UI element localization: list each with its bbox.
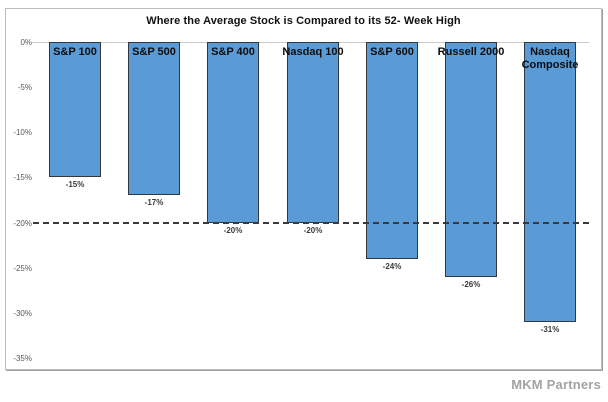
bar-category-label: S&P 100: [53, 46, 97, 58]
bar-category-label: Russell 2000: [437, 46, 505, 58]
y-tick-label: 0%: [20, 38, 32, 47]
bar: Nasdaq Composite -31%: [522, 42, 578, 334]
watermark: MKM Partners: [511, 377, 601, 392]
bar: S&P 600 -24%: [366, 42, 418, 271]
y-tick-label: -20%: [13, 218, 32, 228]
bar: S&P 400 -20%: [207, 42, 259, 235]
chart-frame: Where the Average Stock is Compared to i…: [5, 8, 602, 370]
bar-category-label: S&P 500: [132, 46, 176, 58]
chart-title: Where the Average Stock is Compared to i…: [146, 15, 461, 27]
bar: Nasdaq 100 -20%: [282, 42, 344, 235]
bar: S&P 500 -17%: [128, 42, 180, 207]
y-tick-label: -35%: [13, 354, 32, 363]
bar-value-label: -15%: [65, 180, 85, 189]
y-tick-label: -10%: [13, 128, 32, 138]
y-tick-label: -30%: [13, 308, 32, 318]
bar-value-label: -26%: [461, 280, 481, 289]
bar-value-label: -24%: [382, 262, 402, 271]
bar-category-label: Nasdaq 100: [282, 46, 344, 58]
bar-category-label: S&P 600: [370, 46, 414, 58]
bar-value-label: -20%: [303, 226, 323, 235]
y-tick-label: -5%: [17, 83, 32, 93]
bar-value-label: -20%: [223, 226, 243, 235]
bar-category-label: Nasdaq Composite: [521, 46, 579, 71]
bar: Russell 2000 -26%: [438, 42, 504, 289]
reference-dashed-line: [33, 221, 589, 224]
y-tick-label: -15%: [13, 173, 32, 183]
bar-value-label: -31%: [540, 325, 560, 334]
bar-value-label: -17%: [144, 198, 164, 207]
plot-area: 0% -5% -10% -15% -20% -25% -30% -35% S&P 100 -15…: [13, 38, 589, 363]
bar: S&P 100 -15%: [49, 42, 101, 189]
y-tick-label: -25%: [13, 263, 32, 273]
bar-category-label: S&P 400: [211, 46, 255, 58]
